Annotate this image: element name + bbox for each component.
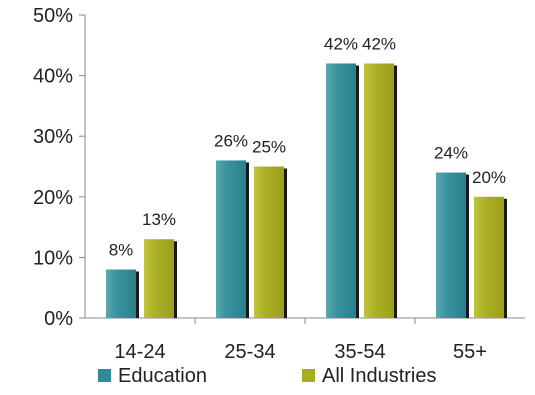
data-label: 26% [214,131,248,150]
data-label: 8% [109,241,134,260]
bar-education [326,63,356,319]
bar-all-industries [474,196,504,318]
legend-label: All Industries [322,365,437,387]
legend-label: Education [118,365,207,387]
data-label: 25% [252,138,286,157]
bar-education [106,269,136,318]
bar-education [436,172,466,318]
bar-all-industries [144,239,174,318]
legend-swatch [302,369,315,382]
bar-all-industries [254,166,284,318]
x-tick-label: 25-34 [224,341,275,363]
data-label: 13% [142,210,176,229]
y-tick-label: 40% [33,66,73,88]
x-tick-label: 55+ [453,341,487,363]
data-label: 42% [362,34,396,53]
y-tick-label: 20% [33,187,73,209]
data-label: 24% [434,144,468,163]
y-tick-label: 50% [33,5,73,27]
bars [106,63,507,319]
y-tick-label: 10% [33,247,73,269]
data-label: 20% [472,168,506,187]
data-label: 42% [324,34,358,53]
x-tick-label: 35-54 [334,341,385,363]
y-tick-label: 30% [33,126,73,148]
bar-all-industries [364,63,394,319]
legend-swatch [98,369,111,382]
legend: Education All Industries [98,365,437,387]
bar-education [216,160,246,318]
y-tick-label: 0% [44,308,73,330]
x-tick-label: 14-24 [114,341,165,363]
tick-labels: 0% 10% 20% 30% 40% 50% 14-24 25-34 35-54 55+ [33,5,487,363]
data-labels: 8% 13% 26% 25% 42% 42% 24%20% [109,34,506,259]
